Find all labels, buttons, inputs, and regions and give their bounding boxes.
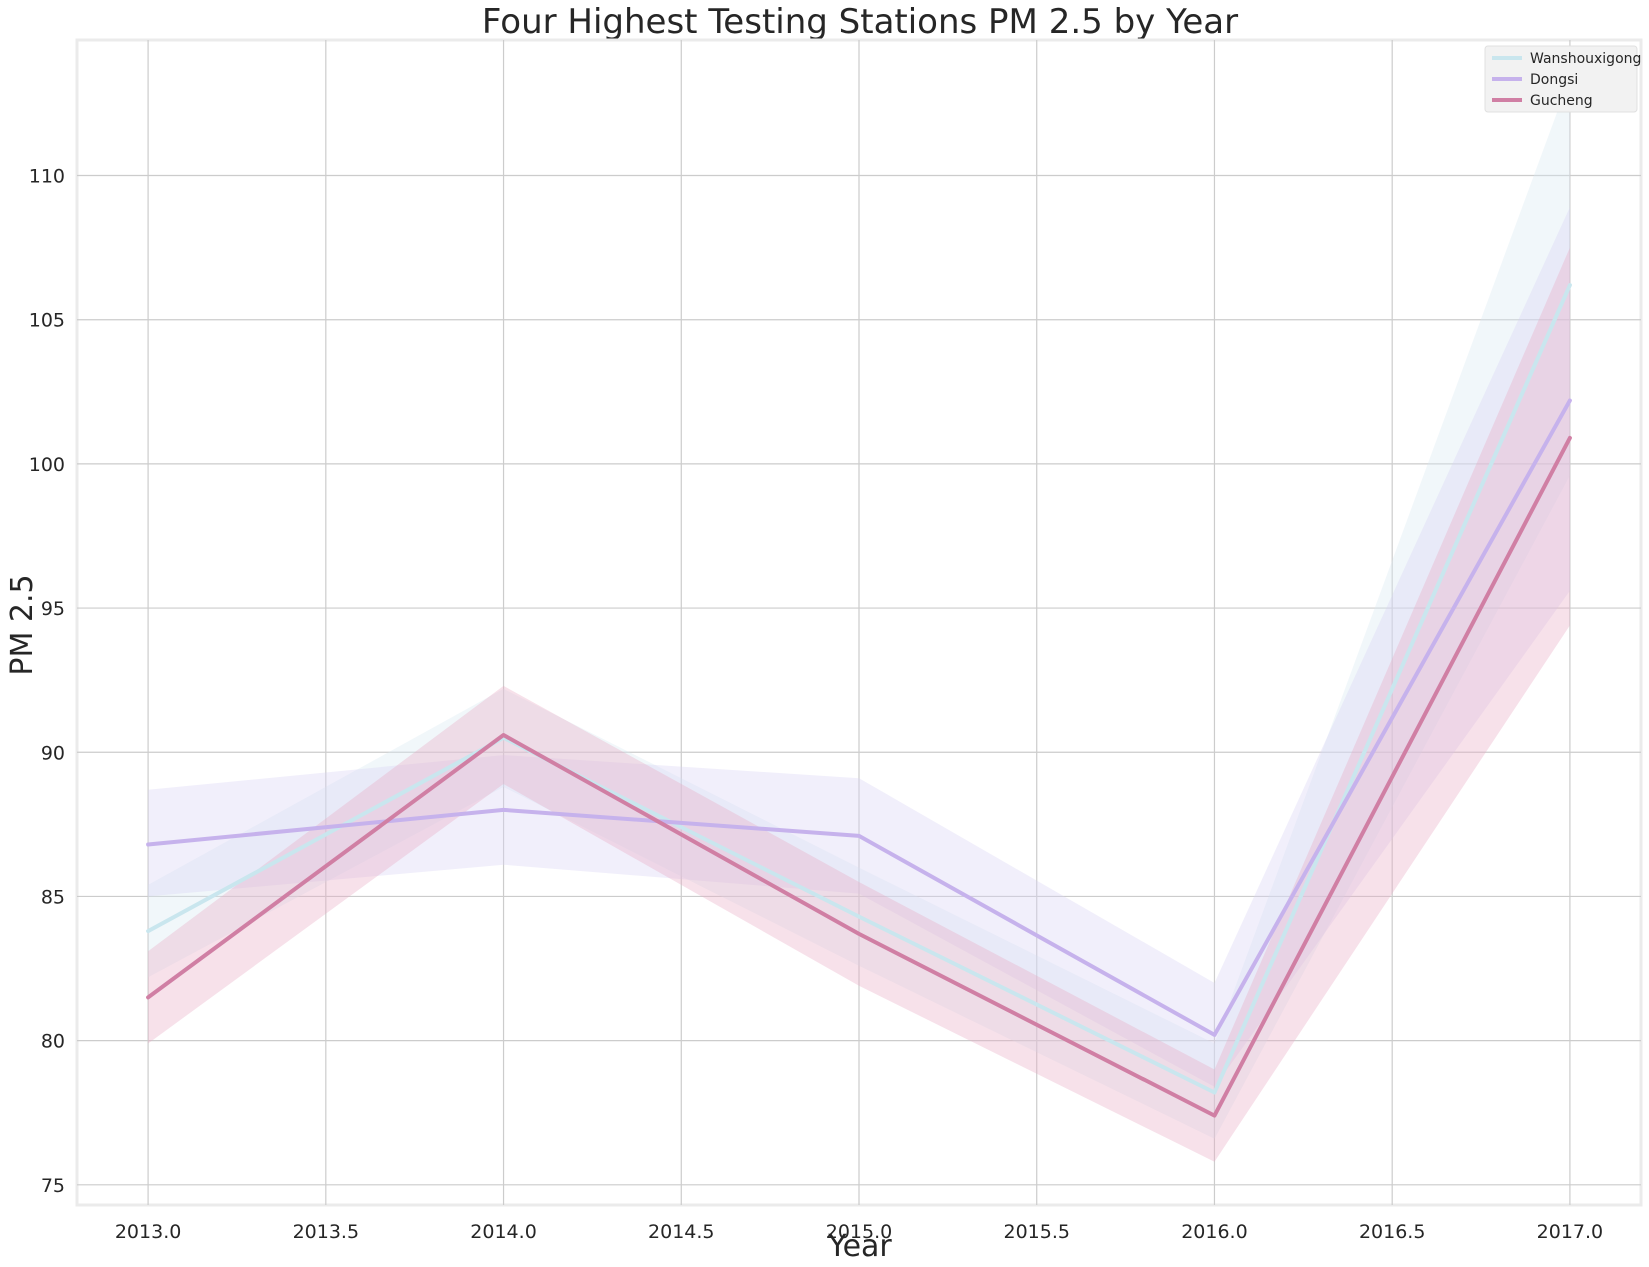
plot-area bbox=[75, 38, 1643, 1207]
y-tick-label: 90 bbox=[41, 742, 65, 764]
x-tick-label: 2015.5 bbox=[1003, 1221, 1069, 1243]
confidence-bands bbox=[148, 77, 1570, 1162]
chart-title: Four Highest Testing Stations PM 2.5 by … bbox=[482, 2, 1238, 42]
y-tick-label: 100 bbox=[29, 454, 65, 476]
y-axis-ticks: 75 80 85 90 95 100 105 110 bbox=[29, 166, 65, 1197]
x-axis-ticks: 2013.0 2013.5 2014.0 2014.5 2015.0 2015.5 2016… bbox=[115, 1221, 1603, 1243]
x-tick-label: 2014.5 bbox=[648, 1221, 714, 1243]
x-axis-label: Year bbox=[827, 1229, 892, 1264]
y-tick-label: 80 bbox=[41, 1031, 65, 1053]
x-tick-label: 2015.0 bbox=[826, 1221, 892, 1243]
y-tick-label: 105 bbox=[29, 310, 65, 332]
y-tick-label: 110 bbox=[29, 166, 65, 188]
y-tick-label: 95 bbox=[41, 598, 65, 620]
x-tick-label: 2013.5 bbox=[293, 1221, 359, 1243]
x-tick-label: 2014.0 bbox=[470, 1221, 536, 1243]
grid-lines bbox=[77, 40, 1641, 1205]
x-tick-label: 2016.0 bbox=[1181, 1221, 1247, 1243]
x-tick-label: 2016.5 bbox=[1359, 1221, 1425, 1243]
gucheng-legend-label: Gucheng bbox=[1530, 93, 1593, 109]
wanshouxigong-legend-label: Wanshouxigong bbox=[1530, 51, 1641, 67]
legend-items: Wanshouxigong Dongsi Gucheng bbox=[1492, 51, 1641, 109]
dongsi-legend-label: Dongsi bbox=[1530, 72, 1578, 88]
legend-box bbox=[1484, 45, 1638, 113]
x-tick-label: 2013.0 bbox=[115, 1221, 181, 1243]
x-tick-label: 2017.0 bbox=[1537, 1221, 1603, 1243]
y-tick-label: 75 bbox=[41, 1175, 65, 1197]
series-lines bbox=[146, 283, 1572, 1118]
legend: Wanshouxigong Dongsi Gucheng bbox=[1484, 45, 1641, 113]
gucheng-confidence-band bbox=[148, 247, 1570, 1162]
y-tick-label: 85 bbox=[41, 886, 65, 908]
wanshouxigong-confidence-band bbox=[148, 77, 1570, 1139]
y-axis-label: PM 2.5 bbox=[5, 574, 40, 675]
